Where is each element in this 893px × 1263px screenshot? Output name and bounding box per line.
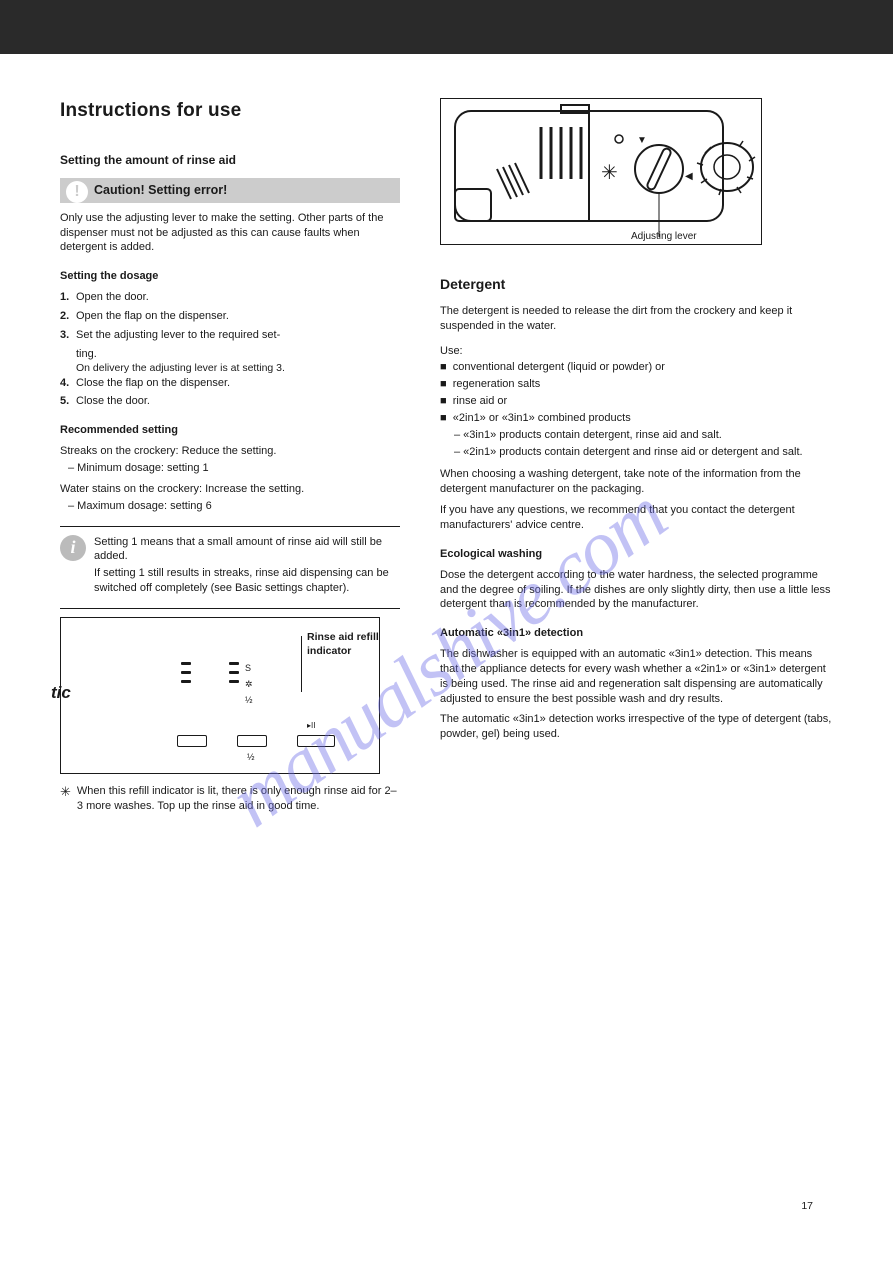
list-item: ■ «2in1» or «3in1» combined products: [440, 411, 833, 426]
led: [229, 662, 239, 665]
rinse-aid-icon: ✲: [245, 678, 253, 690]
leader-line: [301, 636, 302, 692]
control-panel-figure: Rinse aid refill indicator tic S: [60, 617, 380, 774]
auto3in1-body: The dishwasher is equipped with an autom…: [440, 647, 833, 706]
led: [181, 662, 191, 665]
section-rinse-aid-amount-title: Setting the amount of rinse aid: [60, 152, 400, 168]
detergent-title: Detergent: [440, 275, 833, 294]
led-column: [181, 662, 191, 706]
list-item: – «3in1» products contain detergent, rin…: [454, 428, 833, 443]
use-title: Use:: [440, 344, 833, 359]
step-num: 4.: [60, 376, 76, 391]
eco-title: Ecological washing: [440, 547, 833, 562]
info-block: i Setting 1 means that a small amount of…: [60, 535, 400, 596]
step-text: ting.: [76, 348, 97, 360]
step-num: 2.: [60, 309, 76, 324]
led-column: [229, 662, 239, 706]
adjusting-lever-label: Adjusting lever: [631, 231, 697, 242]
panel-button: [177, 735, 207, 747]
recommend-row: Streaks on the crockery: Reduce the sett…: [60, 444, 400, 459]
panel-button: [237, 735, 267, 747]
led: [181, 671, 191, 674]
auto3in1-title: Automatic «3in1» detection: [440, 626, 833, 641]
recommend-row: – Minimum dosage: setting 1: [68, 461, 400, 476]
footer-note: ✳ When this refill indicator is lit, the…: [60, 784, 400, 814]
warning-icon: !: [66, 181, 88, 203]
rinse-aid-icon: ✳: [60, 783, 71, 801]
page-title: Instructions for use: [60, 98, 400, 124]
note: When choosing a washing detergent, take …: [440, 467, 833, 497]
svg-text:✳: ✳: [601, 162, 618, 184]
button-row: ▸II: [177, 735, 335, 747]
step-text: Close the door.: [76, 394, 400, 409]
page-number: 17: [801, 1199, 813, 1213]
footer-text: When this refill indicator is lit, there…: [77, 784, 400, 814]
step-text: Open the door.: [76, 290, 400, 305]
half-icon: ½: [245, 694, 253, 706]
warning-body: Only use the adjusting lever to make the…: [60, 211, 400, 256]
note: If you have any questions, we recommend …: [440, 503, 833, 533]
led: [229, 671, 239, 674]
separator: [60, 526, 400, 527]
step-sub: On delivery the adjusting lever is at se…: [76, 361, 400, 375]
eco-body: Dose the detergent according to the wate…: [440, 568, 833, 613]
use-list: ■ conventional detergent (liquid or powd…: [440, 360, 833, 459]
led-icons: S ✲ ½: [245, 662, 253, 706]
recommended-title: Recommended setting: [60, 423, 400, 438]
dispenser-figure: ✳ ▼ ◀ Adjusting lever: [440, 98, 762, 245]
step-num: 1.: [60, 290, 76, 305]
detergent-intro: The detergent is needed to release the d…: [440, 304, 833, 334]
step-text: Open the flap on the dispenser.: [76, 309, 400, 324]
header-bar: [0, 0, 893, 54]
separator: [60, 608, 400, 609]
led: [229, 680, 239, 683]
indicator-label: Rinse aid refill indicator: [307, 630, 379, 658]
list-item: – «2in1» products contain detergent and …: [454, 445, 833, 460]
led: [181, 680, 191, 683]
warning-box: ! Caution! Setting error!: [60, 178, 400, 203]
step-text: Set the adjusting lever to the required …: [76, 328, 400, 343]
info-icon: i: [60, 535, 86, 561]
step-text: Close the flap on the dispenser.: [76, 376, 400, 391]
brand-text: tic: [51, 682, 71, 705]
recommend-row: Water stains on the crockery: Increase t…: [60, 482, 400, 497]
list-item: ■ regeneration salts: [440, 377, 833, 392]
list-item: ■ conventional detergent (liquid or powd…: [440, 360, 833, 375]
left-column: Instructions for use Setting the amount …: [60, 98, 400, 814]
recommend-row: – Maximum dosage: setting 6: [68, 499, 400, 514]
content: Instructions for use Setting the amount …: [0, 54, 893, 834]
dosage-steps: 1.Open the door. 2.Open the flap on the …: [60, 290, 400, 409]
setting-dosage-title: Setting the dosage: [60, 269, 400, 284]
right-column: ✳ ▼ ◀ Adjusting lever: [440, 98, 833, 814]
info-line: If setting 1 still results in streaks, r…: [94, 566, 400, 596]
dispenser-svg: ✳ ▼ ◀ Adjusting lever: [441, 99, 761, 244]
svg-text:▼: ▼: [637, 135, 647, 146]
led-area: S ✲ ½: [181, 662, 253, 706]
play-pause-button: [297, 735, 335, 747]
list-item: ■ rinse aid or: [440, 394, 833, 409]
half-label: ½: [247, 751, 255, 763]
info-line: Setting 1 means that a small amount of r…: [94, 535, 400, 565]
play-icon: ▸II: [307, 721, 315, 732]
step-num: 5.: [60, 394, 76, 409]
step-num: 3.: [60, 328, 76, 343]
auto3in1-body: The automatic «3in1» detection works irr…: [440, 712, 833, 742]
salt-icon: S: [245, 662, 253, 674]
svg-text:◀: ◀: [685, 171, 693, 182]
warning-text: Caution! Setting error!: [94, 183, 227, 197]
